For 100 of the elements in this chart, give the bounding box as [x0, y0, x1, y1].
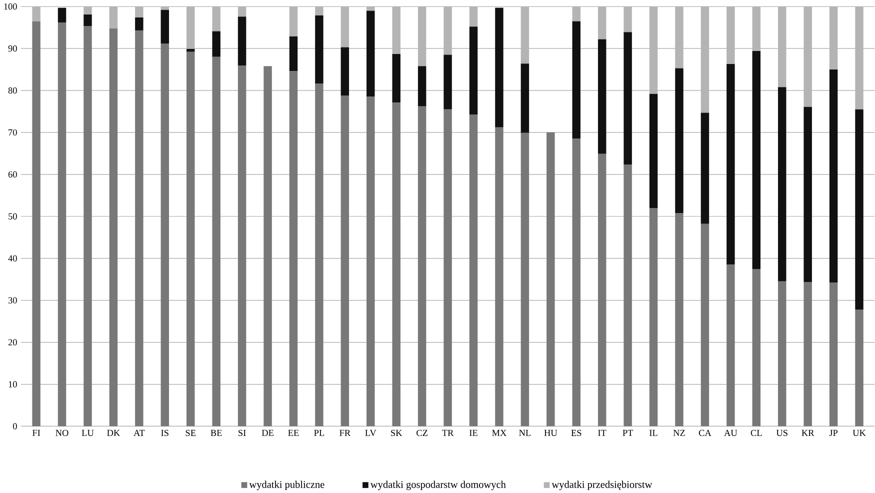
bar — [778, 281, 786, 426]
bar — [366, 10, 375, 97]
bar — [469, 6, 478, 26]
bar — [598, 6, 606, 40]
x-tick-label: BE — [210, 430, 222, 436]
x-tick-label: IL — [650, 430, 658, 436]
bar — [32, 6, 40, 21]
bar — [700, 112, 710, 224]
bar — [675, 6, 684, 68]
x-tick-label: ES — [571, 430, 582, 436]
bar — [804, 106, 812, 282]
bar — [520, 63, 530, 133]
bar — [855, 309, 864, 426]
bar — [84, 14, 92, 26]
bar — [855, 6, 864, 110]
bar — [495, 127, 504, 426]
x-tick-label: NZ — [673, 430, 685, 436]
y-tick-label: 40 — [8, 254, 17, 262]
bar — [186, 48, 195, 52]
bar — [675, 212, 684, 426]
legend-label: wydatki publiczne — [249, 480, 324, 490]
bar — [366, 96, 375, 426]
x-tick-label: NO — [56, 430, 68, 436]
bar — [135, 17, 144, 30]
bar — [340, 95, 350, 426]
bar — [315, 84, 324, 426]
x-tick-label: SK — [391, 430, 402, 436]
bar — [289, 70, 298, 426]
x-tick-label: LV — [365, 430, 376, 436]
bar — [366, 6, 375, 10]
y-tick-label: 60 — [8, 171, 17, 178]
y-tick-label: 80 — [8, 87, 17, 94]
bar — [495, 8, 504, 128]
bar — [418, 66, 426, 106]
bar — [649, 6, 658, 94]
x-tick-label: IS — [161, 430, 168, 436]
y-tick-label: 100 — [4, 3, 17, 10]
y-tick-label: 90 — [8, 45, 17, 52]
bar — [212, 56, 220, 426]
bar — [520, 132, 530, 426]
bar — [340, 46, 350, 96]
bar — [160, 43, 170, 426]
x-tick-label: FI — [32, 430, 40, 436]
x-tick-label: CL — [750, 430, 762, 436]
bar — [598, 154, 606, 426]
bar — [392, 102, 400, 426]
x-tick-label: SI — [238, 430, 246, 436]
bar — [444, 54, 452, 110]
x-tick-label: KR — [802, 430, 814, 436]
bar — [752, 6, 761, 51]
bar — [392, 54, 400, 102]
bar — [135, 30, 144, 426]
bar — [649, 94, 658, 208]
bar — [804, 6, 812, 107]
bar — [649, 208, 658, 426]
x-tick-label: AU — [724, 430, 738, 436]
bar — [572, 6, 580, 21]
bar — [212, 31, 220, 57]
x-tick-label: SE — [186, 430, 196, 436]
bar — [58, 8, 66, 22]
bar — [726, 6, 735, 64]
x-tick-label: FR — [340, 430, 351, 436]
bar — [238, 6, 246, 16]
x-tick-label: IT — [598, 430, 606, 436]
bar — [186, 52, 195, 426]
y-tick-label: 20 — [8, 338, 17, 346]
bar — [804, 282, 812, 426]
bar — [469, 26, 478, 115]
bar — [315, 15, 324, 84]
bar — [778, 86, 786, 282]
x-tick-label: AT — [134, 430, 145, 436]
bar — [392, 6, 400, 54]
bar — [418, 106, 426, 426]
x-tick-label: DK — [107, 430, 120, 436]
x-tick-label: US — [776, 430, 788, 436]
bar — [315, 6, 324, 16]
bar — [520, 6, 530, 64]
x-tick-label: PL — [314, 430, 324, 436]
bar — [109, 6, 118, 28]
bar — [778, 6, 786, 87]
bar — [84, 26, 92, 426]
y-tick-label: 70 — [8, 129, 17, 136]
x-tick-label: TR — [442, 430, 454, 436]
bar — [418, 6, 426, 66]
bar — [752, 50, 761, 270]
bar — [624, 164, 632, 426]
bar — [289, 36, 298, 71]
y-tick-label: 50 — [8, 213, 17, 220]
bar — [238, 65, 246, 426]
bar — [160, 10, 170, 44]
bar — [675, 68, 684, 213]
x-tick-label: EE — [288, 430, 299, 436]
bar — [855, 109, 864, 310]
bar — [160, 6, 170, 10]
bar — [572, 20, 580, 138]
bar — [726, 64, 735, 264]
x-tick-label: JP — [829, 430, 838, 436]
bar — [700, 224, 710, 426]
x-tick-label: UK — [852, 430, 866, 436]
bar — [135, 6, 144, 18]
